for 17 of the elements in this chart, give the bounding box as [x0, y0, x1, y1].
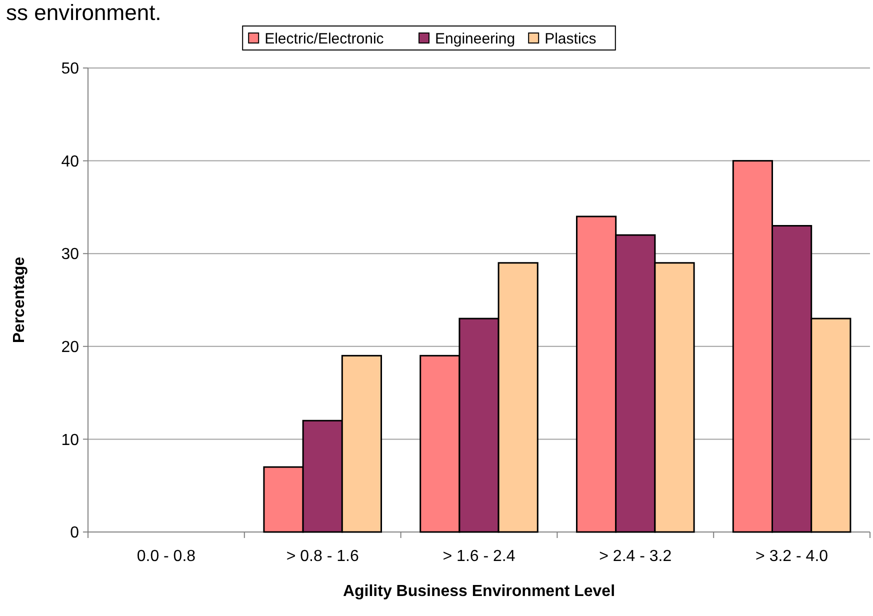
- x-tick-label: > 2.4 - 3.2: [599, 548, 672, 565]
- y-axis-title: Percentage: [11, 256, 28, 344]
- y-tick-label: 40: [61, 153, 80, 170]
- x-tick-label: 0.0 - 0.8: [136, 548, 196, 565]
- y-tick-label: 50: [61, 60, 80, 78]
- text: ss environment.: [6, 0, 162, 25]
- y-tick-label: 20: [61, 339, 80, 356]
- x-axis-title: Agility Business Environment Level: [342, 583, 616, 600]
- x-tick-label: > 0.8 - 1.6: [286, 548, 359, 565]
- x-tick-label: > 1.6 - 2.4: [442, 548, 516, 565]
- legend-label: Engineering: [435, 30, 516, 48]
- y-tick-label: 0: [70, 524, 80, 542]
- legend-label: Electric/Electronic: [264, 30, 384, 48]
- y-tick-label: 10: [61, 432, 80, 449]
- legend-label: Plastics: [544, 30, 596, 48]
- x-tick-label: > 3.2 - 4.0: [756, 548, 828, 565]
- y-tick-label: 30: [61, 246, 80, 264]
